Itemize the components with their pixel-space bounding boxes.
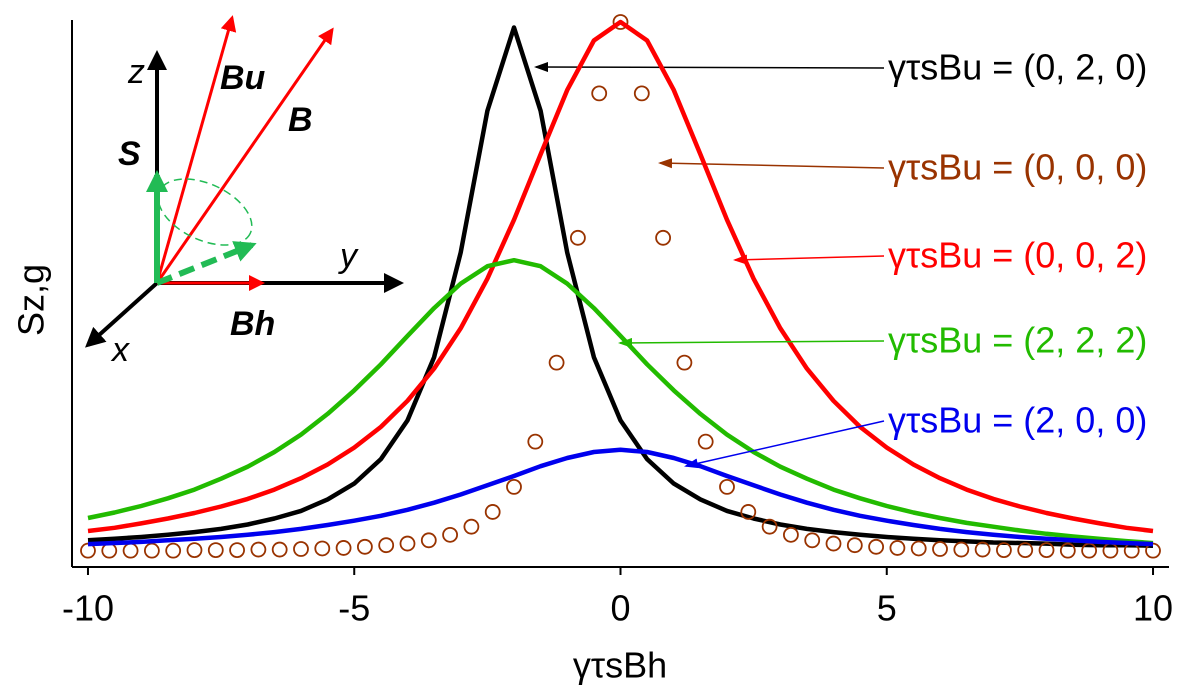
x-tick-label: 10: [1133, 588, 1173, 629]
legend-label: γτsBu = (0, 0, 0): [888, 147, 1147, 188]
y-axis-label: Sz,g: [11, 264, 52, 336]
data-point: [484, 504, 501, 520]
inset-label: y: [338, 237, 359, 275]
data-point: [974, 541, 991, 558]
data-point: [889, 540, 906, 556]
data-point: [740, 504, 757, 520]
data-point: [932, 541, 948, 557]
series-line: [87, 257, 1154, 546]
annotation-arrow: [733, 254, 885, 265]
data-point: [527, 433, 544, 450]
data-point: [420, 532, 437, 549]
data-point: [165, 542, 182, 559]
inset-label: x: [110, 331, 130, 369]
inset-label: Bu: [220, 59, 266, 97]
s-precessing-arrow: [155, 241, 257, 286]
series-line: [87, 19, 1154, 534]
data-point: [804, 532, 821, 549]
b-arrow: [155, 27, 334, 284]
data-point: [1145, 542, 1161, 559]
legend-label: γτsBu = (2, 0, 0): [888, 400, 1147, 441]
data-point: [463, 518, 480, 535]
x-tick-label: -5: [338, 588, 370, 629]
data-point: [80, 542, 96, 559]
legend-label: γτsBu = (0, 0, 2): [888, 235, 1147, 276]
x-axis-label: γτsBh: [573, 645, 667, 686]
data-point: [442, 526, 458, 543]
data-point: [1017, 542, 1034, 559]
data-point: [612, 14, 629, 30]
inset-label: z: [127, 53, 145, 91]
data-point: [655, 229, 672, 246]
annotation-arrow: [618, 337, 885, 348]
data-point: [101, 542, 118, 559]
data-point: [825, 535, 842, 552]
inset-label: Bh: [230, 305, 275, 343]
data-point: [591, 85, 608, 102]
annotation-arrow: [534, 62, 885, 73]
data-point: [548, 354, 565, 371]
inset-label: B: [288, 101, 313, 139]
data-point: [143, 542, 160, 559]
data-point: [761, 518, 778, 535]
series-line: [87, 25, 1154, 548]
data-point: [122, 542, 139, 559]
data-point: [293, 541, 309, 557]
data-point: [846, 537, 863, 554]
inset-label: S: [118, 135, 141, 173]
data-point: [506, 478, 522, 495]
data-point: [1081, 542, 1098, 559]
data-point: [271, 541, 288, 558]
data-point: [314, 540, 331, 557]
data-point: [356, 538, 373, 555]
series-line: [87, 447, 1154, 547]
data-point: [953, 541, 970, 558]
data-point: [1059, 542, 1076, 559]
data-point: [719, 478, 735, 495]
x-tick-label: 0: [610, 588, 630, 629]
data-point: [1038, 542, 1055, 559]
data-point: [335, 540, 352, 556]
legend-label: γτsBu = (0, 2, 0): [888, 47, 1147, 88]
data-point: [186, 542, 203, 559]
data-point: [250, 541, 267, 558]
inset-diagram: z Bu B S y Bh x: [85, 15, 404, 369]
data-point: [378, 537, 395, 554]
data-point: [569, 229, 586, 246]
data-point: [697, 433, 714, 450]
data-point: [633, 85, 650, 102]
data-point: [229, 542, 245, 559]
data-point: [996, 542, 1012, 559]
data-point: [399, 535, 416, 552]
bu-arrow: [155, 15, 237, 284]
annotation-arrow: [658, 158, 885, 169]
data-point: [207, 542, 224, 559]
legend-label: γτsBu = (2, 2, 2): [888, 320, 1147, 361]
data-point: [676, 354, 693, 371]
x-tick-label: 5: [877, 588, 897, 629]
data-point: [783, 526, 799, 543]
annotation-arrow: [684, 420, 885, 469]
x-tick-label: -10: [62, 588, 114, 629]
data-point: [868, 538, 885, 555]
data-point: [910, 540, 927, 557]
x-axis-arrow: [85, 281, 159, 348]
